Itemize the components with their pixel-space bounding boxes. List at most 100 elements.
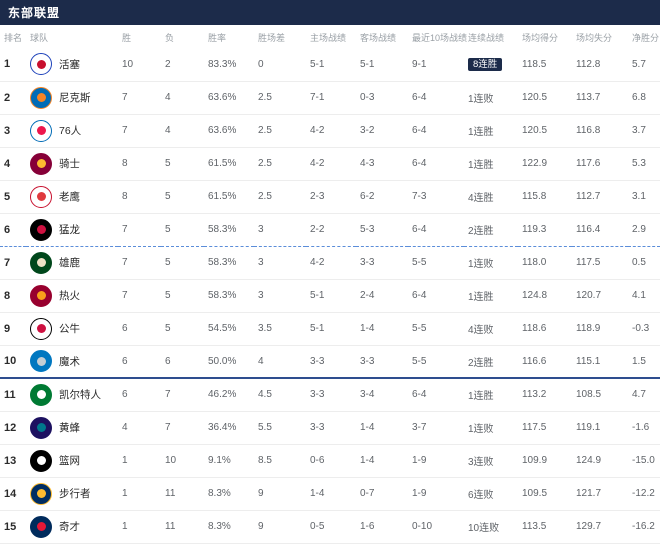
team-name[interactable]: 篮网 [59,455,80,467]
wins-cell: 10 [118,48,161,82]
streak-cell: 2连胜 [464,213,518,247]
pct-cell: 63.6% [204,114,254,148]
team-row-nets[interactable]: 13 篮网 1 10 9.1% 8.5 0-6 1-4 1-9 3连败 109.9 124.9 -15.… [0,444,660,478]
conference-title: 东部联盟 [8,6,61,20]
pct-cell: 58.3% [204,246,254,280]
away-cell: 1-4 [356,411,408,445]
home-cell: 2-2 [306,213,356,247]
gb-cell: 2.5 [254,180,306,214]
team-row-cavaliers[interactable]: 4 骑士 8 5 61.5% 2.5 4-2 4-3 6-4 1连胜 122.9 117.6 5.3 [0,147,660,181]
raptors-logo-icon [30,218,52,241]
last10-cell: 6-4 [408,378,464,412]
column-header-away: 客场战绩 [356,25,408,48]
last10-cell: 1-9 [408,477,464,511]
team-name[interactable]: 热火 [59,290,80,302]
team-name[interactable]: 尼克斯 [59,92,91,104]
team-row-knicks[interactable]: 2 尼克斯 7 4 63.6% 2.5 7-1 0-3 6-4 1连败 120.5 113.7 6.8 [0,81,660,115]
opp-ppg-cell: 113.7 [572,81,628,115]
team-name[interactable]: 公牛 [59,323,80,335]
team-cell: 步行者 [26,477,118,511]
away-cell: 3-3 [356,246,408,280]
last10-cell: 6-4 [408,279,464,313]
team-name[interactable]: 步行者 [59,488,91,500]
streak-cell: 1连败 [464,411,518,445]
pct-cell: 58.3% [204,279,254,313]
losses-cell: 5 [161,213,204,247]
team-row-magic[interactable]: 10 魔术 6 6 50.0% 4 3-3 3-3 5-5 2连胜 116.6 115.1 1.5 [0,345,660,379]
losses-cell: 11 [161,510,204,544]
home-cell: 2-3 [306,180,356,214]
diff-cell: -12.2 [628,477,660,511]
team-name[interactable]: 雄鹿 [59,257,80,269]
diff-cell: 2.9 [628,213,660,247]
losses-cell: 5 [161,246,204,280]
home-cell: 0-6 [306,444,356,478]
wins-cell: 6 [118,378,161,412]
away-cell: 1-6 [356,510,408,544]
team-row-heat[interactable]: 8 热火 7 5 58.3% 3 5-1 2-4 6-4 1连胜 124.8 120.7 4.1 [0,279,660,313]
losses-cell: 11 [161,477,204,511]
losses-cell: 6 [161,345,204,379]
last10-cell: 0-10 [408,510,464,544]
magic-logo-icon [30,350,52,373]
home-cell: 0-5 [306,510,356,544]
streak-cell: 2连胜 [464,345,518,379]
team-name[interactable]: 凯尔特人 [59,389,101,402]
losses-cell: 7 [161,411,204,445]
diff-cell: -16.2 [628,510,660,544]
opp-ppg-cell: 119.1 [572,411,628,445]
team-row-pacers[interactable]: 14 步行者 1 11 8.3% 9 1-4 0-7 1-9 6连败 109.5 121.7 -12.2 [0,477,660,511]
losses-cell: 4 [161,114,204,148]
team-name[interactable]: 魔术 [59,355,80,368]
column-header-rank: 排名 [0,25,26,48]
column-header-losses: 负 [161,25,204,48]
losses-cell: 7 [161,378,204,412]
team-name[interactable]: 76人 [59,125,82,137]
diff-cell: 1.5 [628,345,660,379]
column-header-gb: 胜场差 [254,25,306,48]
pct-cell: 61.5% [204,180,254,214]
pct-cell: 63.6% [204,81,254,115]
team-row-hornets[interactable]: 12 黄蜂 4 7 36.4% 5.5 3-3 1-4 3-7 1连败 117.5 119.1 -1.6 [0,411,660,445]
opp-ppg-cell: 120.7 [572,279,628,313]
gb-cell: 3 [254,246,306,280]
standings-table-body: 1 活塞 10 2 83.3% 0 5-1 5-1 9-1 8连胜 118.5 112.8 5.7 2 尼克… [0,48,660,544]
team-cell: 猛龙 [26,213,118,247]
team-cell: 魔术 [26,345,118,379]
team-name[interactable]: 活塞 [59,58,80,71]
diff-cell: 3.7 [628,114,660,148]
team-row-bucks[interactable]: 7 雄鹿 7 5 58.3% 3 4-2 3-3 5-5 1连败 118.0 117.5 0.5 [0,246,660,280]
team-name[interactable]: 奇才 [59,521,80,533]
team-name[interactable]: 猛龙 [59,224,80,236]
column-header-home: 主场战绩 [306,25,356,48]
rank-cell: 15 [0,510,26,544]
rank-cell: 8 [0,279,26,313]
column-header-last10: 最近10场战绩 [408,25,467,48]
wins-cell: 7 [118,213,161,247]
away-cell: 0-3 [356,81,408,115]
team-name[interactable]: 骑士 [59,158,80,170]
team-row-wizards[interactable]: 15 奇才 1 11 8.3% 9 0-5 1-6 0-10 10连败 113.5 129.7 -16.… [0,510,660,544]
pacers-logo-icon [30,482,52,505]
team-row-76ers[interactable]: 3 76人 7 4 63.6% 2.5 4-2 3-2 6-4 1连胜 120.5 116.8 3.7 [0,114,660,148]
team-row-raptors[interactable]: 6 猛龙 7 5 58.3% 3 2-2 5-3 6-4 2连胜 119.3 116.4 2.9 [0,213,660,247]
diff-cell: -0.3 [628,312,660,346]
ppg-cell: 119.3 [518,213,572,247]
losses-cell: 5 [161,180,204,214]
diff-cell: 4.7 [628,378,660,412]
rank-cell: 11 [0,378,26,412]
team-name[interactable]: 黄蜂 [59,422,80,434]
team-name[interactable]: 老鹰 [59,191,80,203]
team-row-bulls[interactable]: 9 公牛 6 5 54.5% 3.5 5-1 1-4 5-5 4连败 118.6 118.9 -0.3 [0,312,660,346]
team-row-celtics[interactable]: 11 凯尔特人 6 7 46.2% 4.5 3-3 3-4 6-4 1连胜 113.2 108.5 4.… [0,378,660,412]
ppg-cell: 118.5 [518,48,572,82]
pct-cell: 61.5% [204,147,254,181]
away-cell: 4-3 [356,147,408,181]
diff-cell: -15.0 [628,444,660,478]
gb-cell: 2.5 [254,147,306,181]
team-cell: 雄鹿 [26,246,118,280]
team-row-hawks[interactable]: 5 老鹰 8 5 61.5% 2.5 2-3 6-2 7-3 4连胜 115.8 112.7 3.1 [0,180,660,214]
team-row-pistons[interactable]: 1 活塞 10 2 83.3% 0 5-1 5-1 9-1 8连胜 118.5 112.8 5.7 [0,48,660,82]
home-cell: 3-3 [306,411,356,445]
ppg-cell: 120.5 [518,114,572,148]
